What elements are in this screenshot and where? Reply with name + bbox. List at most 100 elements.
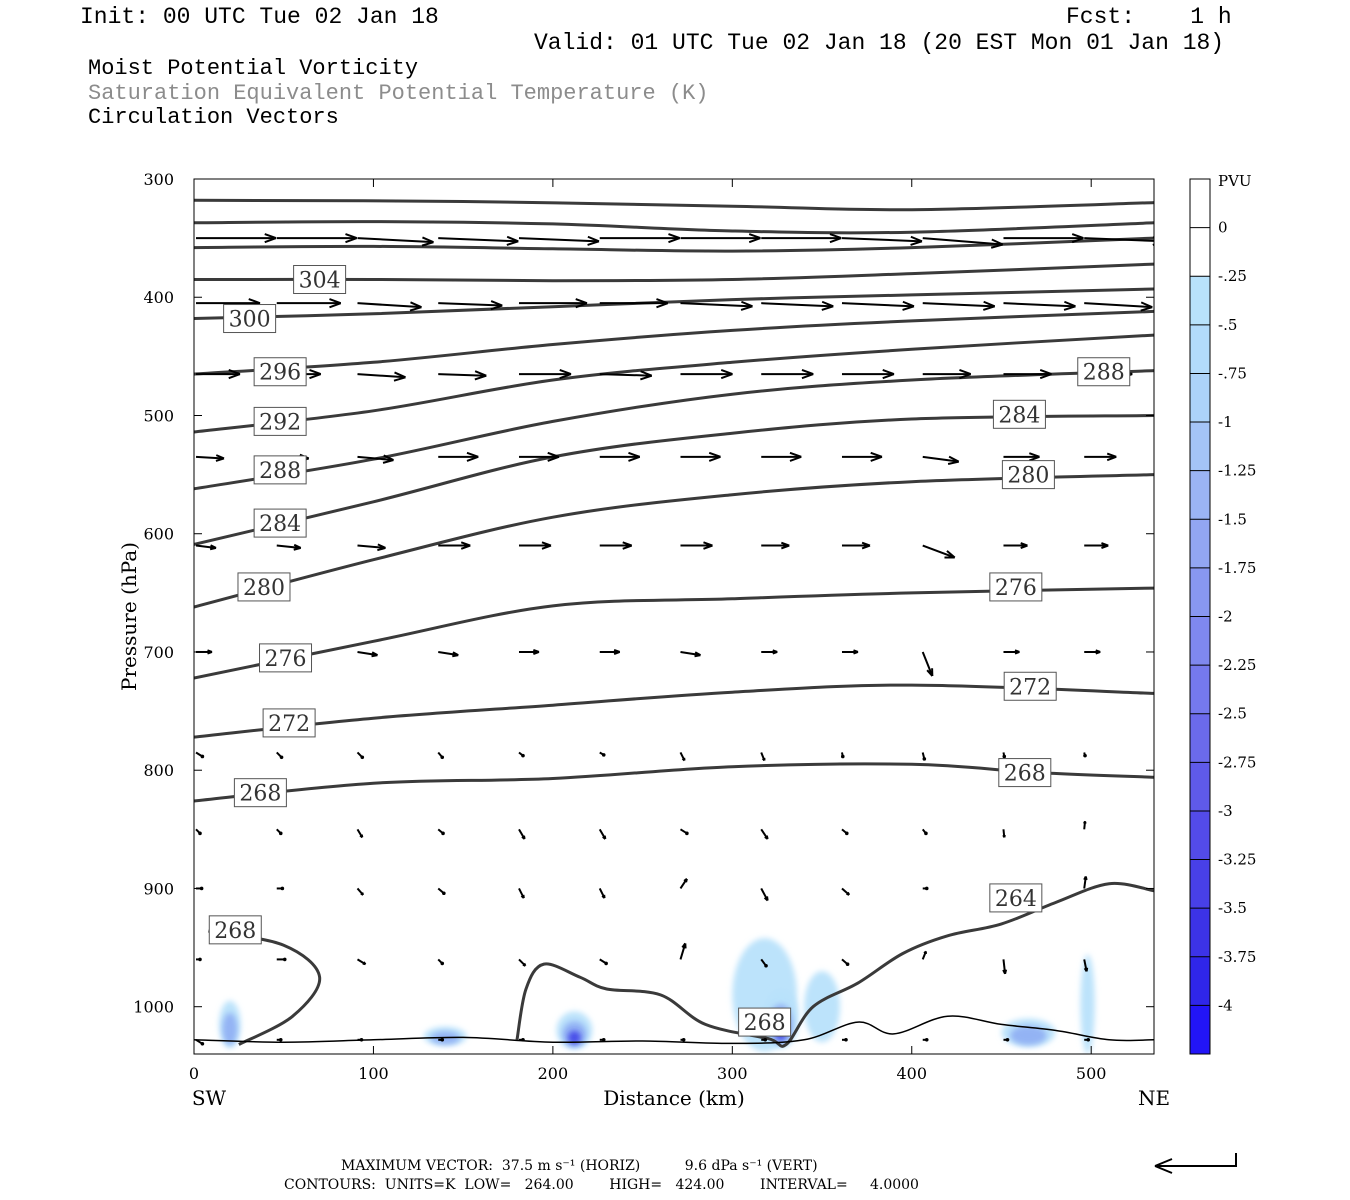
contour-label-18: 264	[989, 883, 1043, 913]
contour-268-14	[515, 881, 1154, 1048]
vector-r4-c9	[922, 544, 956, 559]
vector-r5-c7	[761, 649, 778, 655]
vector-r9-c1	[276, 957, 287, 962]
colorbar-cell-2	[1190, 276, 1210, 326]
colorbar-cell-13	[1190, 810, 1210, 861]
vector-r9-c2	[356, 958, 367, 966]
colorbar-cell-5	[1190, 422, 1210, 472]
contours-footer: CONTOURS: UNITS=K LOW= 264.00 HIGH= 424.…	[284, 1177, 919, 1193]
svg-text:304: 304	[299, 269, 341, 294]
vector-r6-c7	[760, 752, 766, 762]
contour-label-2: 296	[253, 357, 307, 387]
vector-r9-c8	[841, 958, 850, 967]
vector-r6-c2	[356, 751, 365, 760]
contour-label-15: 268	[998, 758, 1052, 788]
colorbar-label-9: -2.25	[1218, 656, 1256, 674]
svg-text:284: 284	[998, 403, 1040, 428]
colorbar-label-13: -3.25	[1218, 851, 1256, 869]
colorbar-label-16: -4	[1218, 996, 1233, 1014]
vector-r3-c12	[1156, 454, 1188, 461]
max-vector-footer: MAXIMUM VECTOR: 37.5 m s⁻¹ (HORIZ) 9.6 d…	[341, 1158, 818, 1174]
colorbar-unit: PVU	[1218, 172, 1252, 190]
ne-label: NE	[1138, 1086, 1170, 1110]
vector-r5-c2	[357, 650, 378, 658]
vector-r1-c7	[761, 300, 834, 311]
vector-r8-c1	[276, 886, 285, 891]
colorbar-label-14: -3.5	[1218, 899, 1247, 917]
svg-text:264: 264	[995, 887, 1037, 912]
contour-label-14: 268	[233, 778, 287, 808]
y-tick-label-800: 800	[143, 761, 174, 780]
vector-r9-c5	[599, 958, 608, 966]
vector-r9-c9	[921, 950, 927, 960]
contour-labels: 304 300 296 292 288 288 284 284 280 280 276 276 272 2…	[208, 265, 1131, 1037]
vector-r5-c4	[518, 648, 540, 655]
y-tick-label-300: 300	[143, 170, 174, 189]
svg-text:268: 268	[239, 782, 281, 807]
vector-r0-c3	[438, 235, 519, 246]
svg-text:272: 272	[268, 712, 310, 737]
vector-r0-c5	[599, 233, 681, 244]
vector-r8-c12	[1156, 887, 1160, 891]
svg-text:288: 288	[259, 459, 301, 484]
vector-r10-c4	[518, 1038, 525, 1042]
vector-r3-c6	[680, 451, 721, 462]
vector-r6-c8	[840, 752, 845, 759]
y-tick-label-900: 900	[143, 879, 174, 898]
vector-r1-c2	[357, 301, 422, 312]
vector-r2-c3	[438, 370, 487, 381]
vector-r8-c9	[922, 886, 929, 891]
x-tick-label-0: 0	[189, 1064, 199, 1083]
vector-r4-c0	[195, 544, 217, 551]
vector-r1-c9	[922, 300, 996, 311]
colorbar-label-4: -1	[1218, 413, 1233, 431]
vector-r8-c3	[437, 887, 446, 896]
vector-r2-c2	[357, 371, 406, 382]
x-axis-label: Distance (km)	[603, 1086, 745, 1110]
colorbar-label-5: -1.25	[1218, 462, 1256, 480]
pv-blob-7-level-1	[1080, 954, 1095, 1054]
x-tick-label-500: 500	[1076, 1064, 1107, 1083]
vector-r2-c5	[599, 370, 653, 381]
vector-r1-c6	[680, 300, 753, 311]
vector-r9-c11	[1083, 959, 1089, 972]
svg-text:300: 300	[229, 308, 271, 333]
vector-r6-c4	[518, 751, 525, 758]
vector-r7-c8	[841, 828, 849, 836]
colorbar-cell-12	[1190, 762, 1210, 812]
valid-time: Valid: 01 UTC Tue 02 Jan 18 (20 EST Mon …	[534, 30, 1225, 56]
vector-r0-c8	[841, 235, 923, 246]
vector-r8-c2	[356, 887, 365, 896]
vector-r2-c7	[761, 369, 814, 380]
vector-r4-c8	[841, 541, 871, 550]
contour-312-1	[194, 220, 1154, 235]
svg-text:276: 276	[265, 647, 307, 672]
vector-r9-c12	[1156, 958, 1160, 962]
colorbar-cell-11	[1190, 713, 1210, 763]
vector-r10-c11	[1084, 1038, 1091, 1042]
vector-r3-c4	[518, 451, 560, 462]
vector-r2-c9	[922, 369, 972, 380]
vector-r5-c6	[680, 650, 701, 658]
vector-r0-c2	[357, 236, 434, 247]
vector-r6-c11	[1083, 752, 1087, 758]
colorbar-label-10: -2.5	[1218, 705, 1247, 723]
vector-r4-c11	[1084, 542, 1109, 549]
x-tick-label-300: 300	[717, 1064, 748, 1083]
contour-label-17: 268	[738, 1007, 792, 1037]
colorbar-label-7: -1.75	[1218, 559, 1256, 577]
contour-308-2	[194, 236, 1154, 253]
vector-r10-c6	[680, 1038, 686, 1042]
colorbar-label-3: -.75	[1218, 364, 1247, 382]
contour-label-11: 276	[989, 572, 1043, 602]
vector-r7-c2	[356, 828, 364, 839]
vector-r1-c11	[1084, 301, 1153, 312]
contour-label-4: 288	[253, 455, 307, 485]
vector-r9-c3	[437, 958, 445, 966]
vector-r3-c9	[922, 455, 960, 465]
pv-blob-6-level-2	[1010, 1025, 1047, 1046]
colorbar-cell-6	[1190, 470, 1210, 520]
pv-blob-5-level-1	[804, 971, 840, 1043]
vector-r3-c5	[599, 451, 641, 462]
vector-r2-c4	[518, 369, 572, 380]
